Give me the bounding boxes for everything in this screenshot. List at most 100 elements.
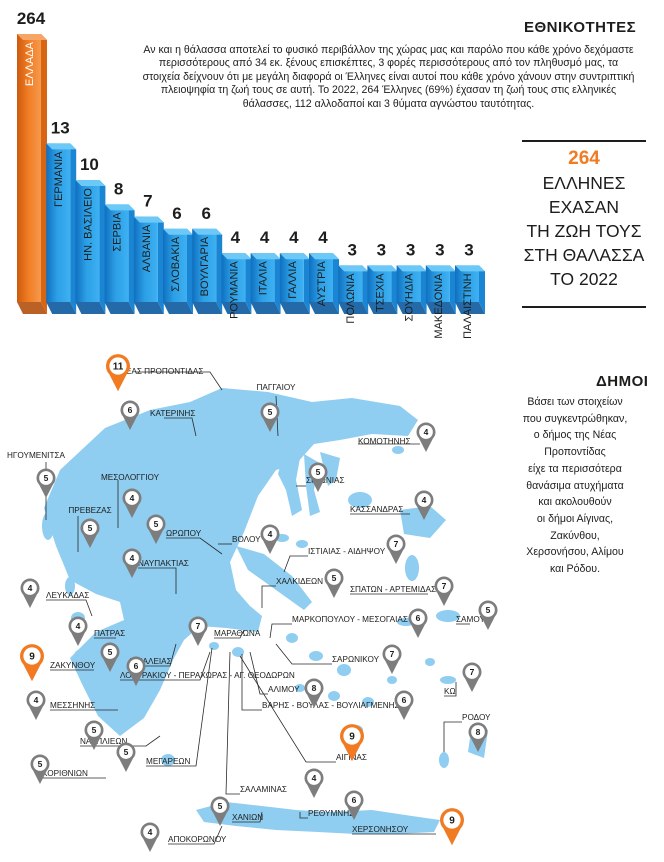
municipality-label: ΠΑΓΓΑΙΟΥ [257, 383, 296, 392]
greece-land-shape [42, 388, 488, 834]
bar-base [104, 302, 135, 314]
pin-face [191, 619, 205, 633]
pin-value-label: 7 [442, 581, 447, 591]
municipality-pin: 8 [304, 678, 324, 708]
municipality-label: ΝΑΥΠΛΙΕΩΝ [80, 737, 127, 746]
bar-side [41, 34, 47, 314]
pin-face [347, 793, 361, 807]
pin-value-label: 5 [38, 759, 43, 769]
callout-number: 264 [568, 148, 600, 169]
bar-base [425, 302, 456, 314]
bar-side [128, 204, 135, 314]
municipality-pin: 5 [80, 518, 100, 548]
bar-top [221, 253, 252, 260]
bar-base [221, 302, 252, 314]
municipality-pin: 5 [260, 402, 280, 432]
bar-base [17, 302, 47, 314]
pin-value-label: 6 [416, 613, 421, 623]
municipality-pin: 8 [468, 722, 488, 752]
municipality-pin: 4 [122, 548, 142, 578]
callout-line [444, 682, 457, 697]
bar-base [367, 302, 398, 314]
note-line: που συγκεντρώθηκαν, [522, 412, 628, 425]
bar-9: 4 ΙΤΑΛΙΑ [250, 228, 281, 314]
bar-4: 8 ΣΕΡΒΙΑ [104, 179, 135, 314]
bar-value-label: 3 [347, 240, 356, 259]
pin-value-label: 6 [134, 661, 139, 671]
pin-value-label: 5 [92, 725, 97, 735]
municipality-pin: 7 [188, 616, 208, 646]
bar-top [133, 216, 164, 223]
municipality-label: ΣΑΛΑΜΙΝΑΣ [240, 785, 287, 794]
callout-line [80, 735, 161, 747]
pin-face [23, 647, 41, 665]
bar-category-label: ΕΛΛΑΔΑ [24, 41, 36, 86]
bar-side [99, 180, 106, 314]
callout-line [120, 651, 211, 681]
pin-value-label: 4 [130, 493, 135, 503]
callout-line [261, 585, 276, 608]
bar-15: 3 ΜΑΚΕΔΟΝΙΑ [425, 240, 456, 339]
bar-14: 3 ΣΟΥΗΔΙΑ [396, 240, 427, 321]
municipality-label: ΠΑΤΡΑΣ [94, 629, 125, 638]
callout-line [443, 721, 462, 752]
bar-category-label: ΑΥΣΤΡΙΑ [316, 261, 328, 307]
municipality-label: ΚΑΤΕΡΙΝΗΣ [150, 409, 195, 418]
municipality-pin: 5 [84, 720, 104, 750]
pin-face [29, 693, 43, 707]
nationalities-heading: ΕΘΝΙΚΟΤΗΤΕΣ [524, 19, 637, 36]
note-line: Ζακύνθου, [550, 529, 600, 542]
pin-value-label: 4 [28, 583, 33, 593]
bar-side [274, 253, 281, 314]
callout-top-rule [522, 140, 646, 142]
bar-value-label: 4 [289, 228, 299, 247]
municipality-pin: 6 [120, 400, 140, 430]
callout-line [241, 654, 262, 711]
callout-line [275, 643, 332, 665]
municipality-label: ΚΑΣΣΑΝΔΡΑΣ [350, 505, 403, 514]
municipality-label: ΧΕΡΣΟΝΗΣΟΥ [352, 825, 409, 834]
bar-side [157, 216, 164, 314]
bar-1: 264 ΕΛΛΑΔΑ [17, 9, 47, 314]
bar-value-label: 13 [51, 118, 70, 137]
municipality-label: ΧΑΝΙΩΝ [232, 813, 263, 822]
bar-category-label: ΣΛΟΒΑΚΙΑ [170, 236, 182, 292]
pin-face [465, 665, 479, 679]
pin-value-label: 5 [124, 747, 129, 757]
pin-face [213, 799, 227, 813]
bar-5: 7 ΑΛΒΑΝΙΑ [133, 192, 164, 314]
pin-face [411, 611, 425, 625]
bar-base [133, 302, 164, 314]
bar-category-label: ΣΕΡΒΙΑ [112, 212, 124, 252]
pin-value-label: 7 [196, 621, 201, 631]
pin-value-label: 6 [352, 795, 357, 805]
bar-front [455, 265, 479, 302]
pin-face [443, 811, 461, 829]
bar-top [396, 265, 427, 272]
municipality-pin: 4 [20, 578, 40, 608]
bar-top [75, 180, 106, 186]
municipality-pin: 7 [386, 534, 406, 564]
municipality-label: ΜΑΡΚΟΠΟΥΛΟΥ - ΜΕΣΟΓΑΙΑΣ [292, 615, 408, 624]
pin-value-label: 6 [402, 695, 407, 705]
bar-top [17, 34, 47, 40]
callout-line: ΣΤΗ ΘΑΛΑΣΣΑ [523, 245, 645, 265]
pin-face [481, 603, 495, 617]
pin-face [125, 491, 139, 505]
pin-face [125, 551, 139, 565]
pin-value-label: 4 [312, 773, 317, 783]
municipality-label: ΣΑΡΩΝΙΚΟΥ [332, 655, 380, 664]
bar-category-label: ΙΤΑΛΙΑ [258, 261, 270, 296]
municipality-pin: 5 [100, 642, 120, 672]
municipality-pin: 9 [340, 724, 364, 762]
bar-value-label: 3 [464, 240, 473, 259]
pin-value-label: 5 [108, 647, 113, 657]
pin-face [143, 825, 157, 839]
nationalities-intro: Αν και η θάλασσα αποτελεί το φυσικό περι… [142, 44, 635, 110]
callout-line [239, 655, 336, 763]
bar-category-label: ΠΟΛΩΝΙΑ [345, 273, 357, 324]
municipality-label: ΜΕΣΟΛΟΓΓΙΟΥ [101, 473, 160, 482]
bar-category-label: ΤΣΕΧΙΑ [374, 273, 386, 312]
pin-face [389, 537, 403, 551]
note-line: και Ρόδου. [549, 563, 601, 576]
